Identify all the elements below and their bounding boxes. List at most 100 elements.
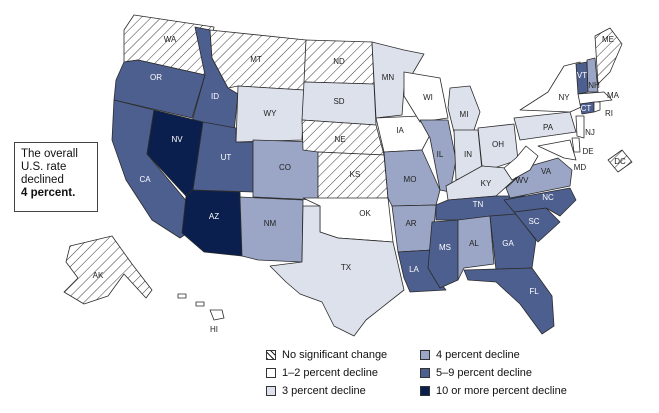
label-ma: MA <box>607 91 620 100</box>
label-mt: MT <box>250 55 262 64</box>
state-ms <box>427 219 459 289</box>
label-ak: AK <box>93 271 104 280</box>
note-line-1: The overall <box>21 148 78 160</box>
label-de: DE <box>582 147 593 156</box>
label-sc: SC <box>528 217 539 226</box>
legend-swatch <box>266 385 276 396</box>
label-la: LA <box>409 265 419 274</box>
legend-label: 3 percent decline <box>282 384 366 397</box>
state-wv <box>503 145 539 181</box>
state-ia <box>375 115 431 153</box>
label-me: ME <box>602 35 614 44</box>
label-nm: NM <box>264 219 277 228</box>
label-vt: VT <box>577 71 587 80</box>
label-co: CO <box>279 163 291 172</box>
state-tx <box>269 205 405 337</box>
label-ar: AR <box>405 219 416 228</box>
state-nm <box>239 196 304 263</box>
state-wy <box>235 85 305 143</box>
label-wy: WY <box>264 109 278 118</box>
legend-item-10plus: 10 or more percent decline <box>420 383 567 398</box>
label-az: AZ <box>209 212 219 221</box>
state-mi <box>447 85 481 133</box>
state-hi <box>177 293 225 321</box>
label-ut: UT <box>221 153 232 162</box>
label-mi: MI <box>460 110 469 119</box>
state-or <box>113 59 206 119</box>
state-ak <box>63 235 153 305</box>
label-ca: CA <box>139 175 151 184</box>
note-line-3: declined <box>21 174 64 186</box>
state-me <box>594 27 623 85</box>
state-pa <box>513 111 577 141</box>
legend-swatch <box>420 385 430 396</box>
legend-label: 4 percent decline <box>436 348 520 361</box>
note-line-2: U.S. rate <box>21 161 67 173</box>
label-hi: HI <box>210 325 218 334</box>
label-sd: SD <box>333 97 344 106</box>
state-md <box>537 139 577 161</box>
state-de <box>571 137 581 153</box>
legend-swatch <box>266 367 276 378</box>
legend-label: 10 or more percent decline <box>436 384 567 397</box>
overall-rate-note: The overall U.S. rate declined 4 percent… <box>14 142 98 212</box>
state-nj <box>575 115 585 139</box>
legend-swatch <box>420 349 430 360</box>
legend-label: No significant change <box>282 348 388 361</box>
state-az <box>181 189 243 257</box>
label-ky: KY <box>481 179 492 188</box>
label-ia: IA <box>396 126 404 135</box>
label-mn: MN <box>382 73 395 82</box>
legend-item-3: 3 percent decline <box>266 383 366 398</box>
label-ne: NE <box>334 135 345 144</box>
label-md: MD <box>574 163 587 172</box>
legend-item-5-9: 5–9 percent decline <box>420 365 532 380</box>
note-line-4: 4 percent. <box>21 187 76 199</box>
label-nc: NC <box>542 193 554 202</box>
legend: No significant change 1–2 percent declin… <box>266 347 596 407</box>
state-labels: WA OR CA ID NV AZ UT MT WY CO NM ND SD N… <box>93 35 626 334</box>
state-ny <box>519 61 589 113</box>
label-ct: CT <box>581 104 592 113</box>
label-pa: PA <box>543 123 554 132</box>
label-id: ID <box>211 92 219 101</box>
label-dc: DC <box>614 157 626 166</box>
label-wi: WI <box>423 93 433 102</box>
label-mo: MO <box>404 175 417 184</box>
label-ms: MS <box>439 243 451 252</box>
label-va: VA <box>541 167 552 176</box>
state-ga <box>489 213 537 271</box>
label-tx: TX <box>341 263 352 272</box>
label-il: IL <box>437 150 444 159</box>
label-tn: TN <box>473 200 484 209</box>
label-oh: OH <box>492 140 504 149</box>
label-or: OR <box>150 73 162 82</box>
legend-item-no-change: No significant change <box>266 347 387 362</box>
legend-label: 1–2 percent decline <box>282 366 379 379</box>
label-ga: GA <box>502 239 514 248</box>
label-nd: ND <box>333 57 345 66</box>
state-ar <box>391 204 437 253</box>
legend-swatch-hatch <box>266 349 276 360</box>
state-al <box>457 215 495 281</box>
state-ma <box>577 91 613 105</box>
label-ok: OK <box>359 209 371 218</box>
legend-item-1-2: 1–2 percent decline <box>266 365 378 380</box>
label-nj: NJ <box>585 128 595 137</box>
label-ny: NY <box>558 93 570 102</box>
label-nv: NV <box>171 135 183 144</box>
legend-label: 5–9 percent decline <box>436 366 533 379</box>
label-wv: WV <box>516 176 530 185</box>
label-ri: RI <box>605 109 613 118</box>
state-dc <box>607 149 633 173</box>
legend-swatch <box>420 367 430 378</box>
state-oh <box>477 123 519 169</box>
legend-item-4: 4 percent decline <box>420 347 520 362</box>
label-in: IN <box>464 150 472 159</box>
label-al: AL <box>469 239 479 248</box>
state-nc <box>503 187 577 217</box>
state-nh <box>586 57 599 93</box>
state-ri <box>593 101 601 113</box>
label-nh: NH <box>588 81 600 90</box>
